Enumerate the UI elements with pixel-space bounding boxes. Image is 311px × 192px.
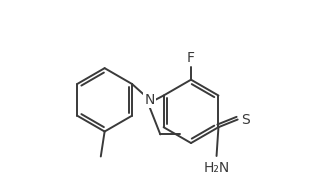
Text: H₂N: H₂N — [203, 161, 230, 175]
Text: S: S — [241, 113, 250, 127]
Text: N: N — [145, 93, 155, 107]
Text: F: F — [187, 51, 195, 65]
